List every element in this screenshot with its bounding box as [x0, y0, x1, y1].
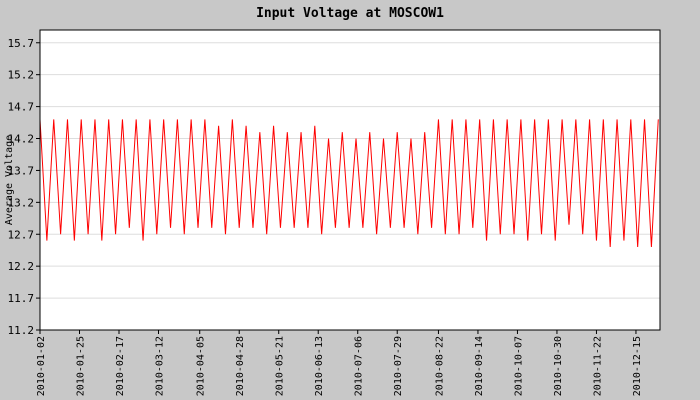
x-tick-label: 2010-06-13: [314, 336, 325, 396]
y-axis-label: Average Voltage: [4, 135, 15, 225]
plot-area: [40, 30, 660, 330]
y-tick-label: 11.7: [8, 292, 35, 305]
x-tick-label: 2010-02-17: [115, 336, 126, 396]
x-tick-label: 2010-10-30: [553, 336, 564, 396]
x-tick-label: 2010-04-05: [196, 336, 207, 396]
y-tick-label: 15.7: [8, 37, 35, 50]
y-tick-label: 11.2: [8, 324, 35, 337]
x-tick-label: 2010-05-21: [275, 336, 286, 396]
y-tick-label: 12.7: [8, 228, 35, 241]
y-tick-label: 13.2: [8, 196, 35, 209]
y-tick-label: 12.2: [8, 260, 35, 273]
x-tick-label: 2010-01-02: [36, 336, 47, 396]
y-tick-label: 14.7: [8, 101, 35, 114]
data-line: [39, 119, 659, 248]
x-tick-label: 2010-08-22: [434, 336, 445, 396]
y-tick-label: 13.7: [8, 164, 35, 177]
x-tick-label: 2010-12-15: [632, 336, 643, 396]
x-tick-label: 2010-07-29: [393, 336, 404, 396]
x-tick-label: 2010-11-22: [592, 336, 603, 396]
x-tick-label: 2010-03-12: [155, 336, 166, 396]
x-tick-label: 2010-04-28: [235, 336, 246, 396]
x-tick-label: 2010-07-06: [354, 336, 365, 396]
x-tick-label: 2010-01-25: [76, 336, 87, 396]
plot-border: [39, 29, 661, 331]
x-tick-label: 2010-09-14: [474, 336, 485, 396]
x-tick-label: 2010-10-07: [513, 336, 524, 396]
chart-title: Input Voltage at MOSCOW1: [256, 6, 444, 21]
y-tick-label: 14.2: [8, 133, 35, 146]
y-tick-label: 15.2: [8, 69, 35, 82]
